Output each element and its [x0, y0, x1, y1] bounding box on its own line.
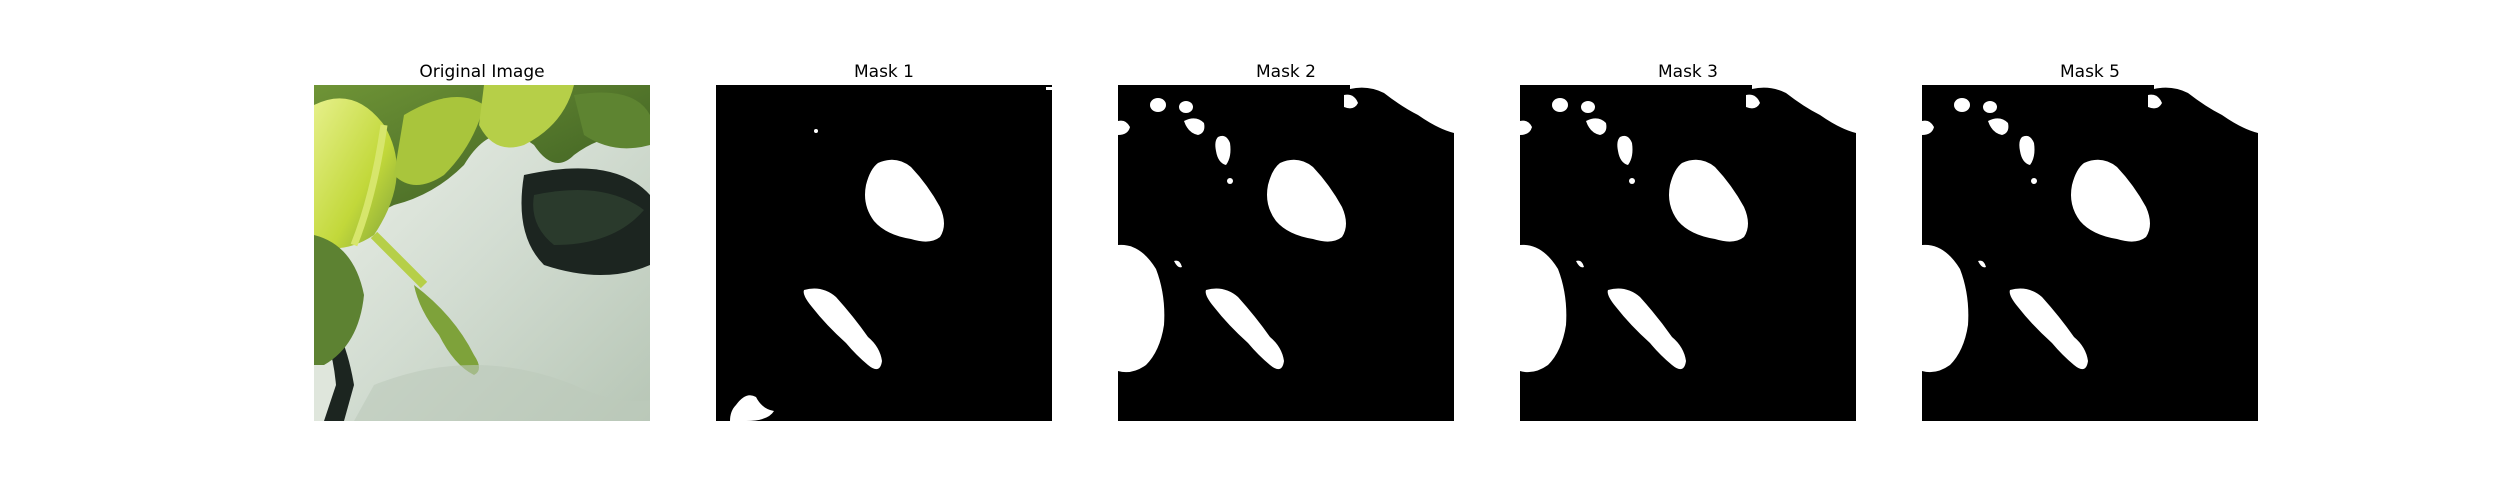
- panel-title-mask-2: Mask 2: [1255, 62, 1316, 82]
- panel-mask-1: Mask 1: [716, 0, 1052, 500]
- panel-mask-5: Mask 5: [1922, 0, 2258, 500]
- mask-2-image: [1118, 85, 1454, 421]
- panel-title-mask-1: Mask 1: [853, 62, 914, 82]
- mask-5-image: [1922, 85, 2258, 421]
- mask-3-image: [1520, 85, 1856, 421]
- panel-original-image: Original Image: [314, 0, 650, 500]
- panel-title-mask-5: Mask 5: [2059, 62, 2120, 82]
- panel-title-original-image: Original Image: [419, 62, 545, 82]
- panel-mask-2: Mask 2: [1118, 0, 1454, 500]
- panel-title-mask-3: Mask 3: [1657, 62, 1718, 82]
- mask-1-image: [716, 85, 1052, 421]
- original-image: [314, 85, 650, 421]
- panel-mask-3: Mask 3: [1520, 0, 1856, 500]
